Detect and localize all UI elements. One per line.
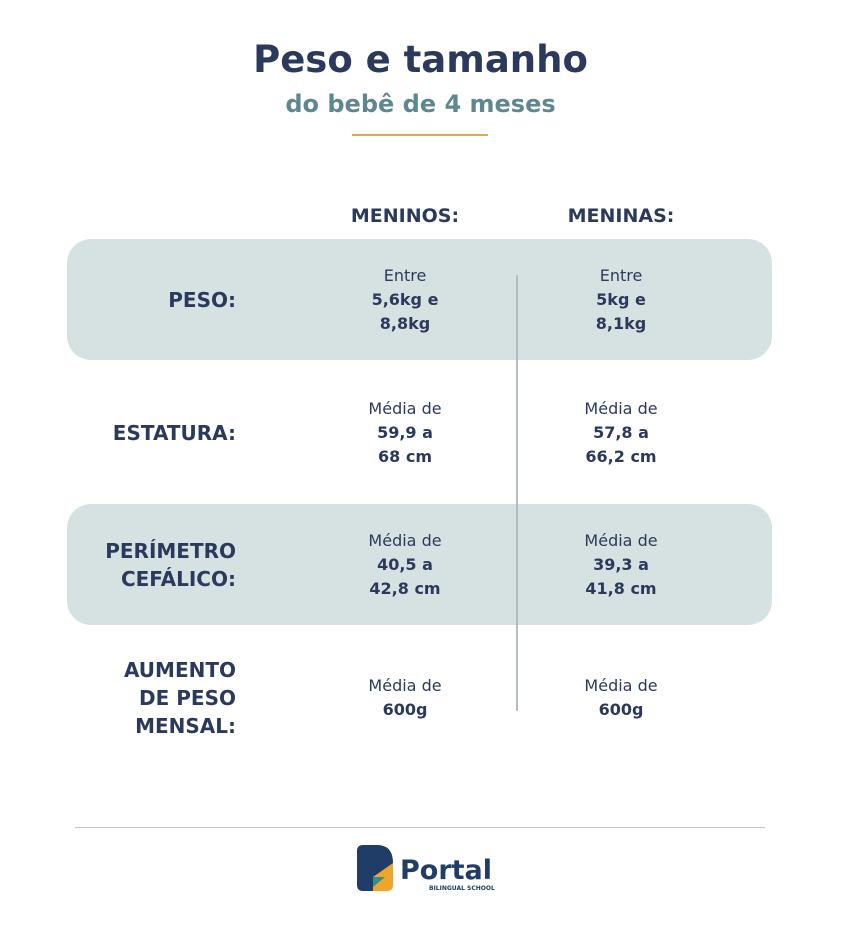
- row-label-line: DE PESO: [139, 685, 236, 710]
- table-cell: Média de 40,5 a 42,8 cm: [305, 504, 505, 625]
- row-label: ESTATURA:: [113, 372, 236, 493]
- table-cell: Média de 600g: [521, 637, 721, 758]
- row-label-line: PERÍMETRO: [105, 538, 236, 563]
- cell-value: 59,9 a: [377, 422, 433, 442]
- table-cell: Entre 5kg e 8,1kg: [521, 239, 721, 360]
- cell-value: 39,3 a: [593, 554, 649, 574]
- cell-value: 5,6kg e: [371, 289, 439, 309]
- row-label: PESO:: [168, 239, 236, 360]
- footer-divider: [75, 827, 765, 828]
- logo: Portal BILINGUAL SCHOOL: [357, 845, 495, 892]
- cell-intro: Entre: [383, 265, 427, 285]
- row-label: PERÍMETRO CEFÁLICO:: [105, 504, 236, 625]
- column-header: MENINOS:: [350, 205, 460, 227]
- cell-intro: Média de: [368, 675, 442, 695]
- cell-intro: Média de: [368, 530, 442, 550]
- cell-intro: Entre: [599, 265, 643, 285]
- subtitle: do bebê de 4 meses: [285, 90, 556, 118]
- cell-value: 8,1kg: [595, 313, 647, 333]
- row-label-line: AUMENTO: [123, 657, 236, 682]
- cell-value: 42,8 cm: [369, 578, 441, 598]
- cell-value: 600g: [598, 699, 644, 719]
- table-cell: Entre 5,6kg e 8,8kg: [305, 239, 505, 360]
- cell-value: 5kg e: [596, 289, 646, 309]
- title: Peso e tamanho: [253, 38, 588, 81]
- cell-intro: Média de: [584, 398, 658, 418]
- cell-intro: Média de: [368, 398, 442, 418]
- table-cell: Média de 59,9 a 68 cm: [305, 372, 505, 493]
- table-row: AUMENTO DE PESO MENSAL: Média de 600g Média d…: [67, 637, 772, 758]
- cell-value: 68 cm: [378, 446, 432, 466]
- cell-value: 66,2 cm: [585, 446, 657, 466]
- logo-tagline: BILINGUAL SCHOOL: [429, 885, 495, 892]
- cell-value: 40,5 a: [377, 554, 433, 574]
- row-label-line: CEFÁLICO:: [120, 566, 236, 591]
- cell-value: 57,8 a: [593, 422, 649, 442]
- table-cell: Média de 600g: [305, 637, 505, 758]
- divider: [352, 134, 488, 136]
- cell-value: 8,8kg: [379, 313, 431, 333]
- table-row: ESTATURA: Média de 59,9 a 68 cm Média de 57,8…: [67, 372, 772, 493]
- table-cell: Média de 57,8 a 66,2 cm: [521, 372, 721, 493]
- row-label-line: ESTATURA:: [112, 420, 236, 445]
- column-header: MENINAS:: [567, 205, 675, 227]
- logo-mark: [357, 845, 393, 891]
- cell-intro: Média de: [584, 530, 658, 550]
- cell-value: 600g: [382, 699, 428, 719]
- row-label: AUMENTO DE PESO MENSAL:: [124, 637, 236, 758]
- row-label-line: PESO:: [168, 287, 236, 312]
- table-row: PESO: Entre 5,6kg e 8,8kg Entre 5kg e 8,1kg: [67, 239, 772, 360]
- table-row: PERÍMETRO CEFÁLICO: Média de 40,5 a 42,8 cm M…: [67, 504, 772, 625]
- row-label-line: MENSAL:: [135, 713, 236, 738]
- logo-mark: [373, 877, 385, 887]
- logo-text: Portal: [400, 855, 492, 886]
- cell-value: 41,8 cm: [585, 578, 657, 598]
- cell-intro: Média de: [584, 675, 658, 695]
- column-divider: [516, 275, 518, 711]
- table-cell: Média de 39,3 a 41,8 cm: [521, 504, 721, 625]
